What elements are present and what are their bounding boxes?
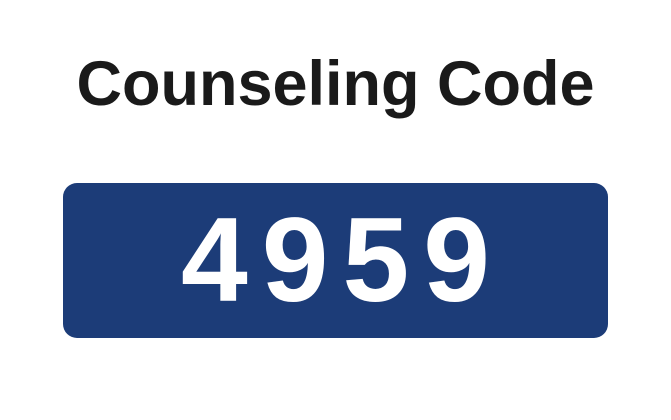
page-title: Counseling Code	[76, 49, 595, 119]
code-value: 4959	[181, 193, 504, 327]
code-badge: 4959	[63, 183, 608, 338]
